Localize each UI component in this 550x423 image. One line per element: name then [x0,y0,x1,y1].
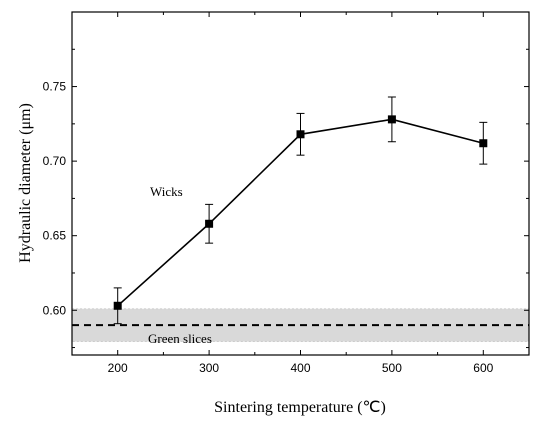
x-axis-title: Sintering temperature (℃) [214,399,386,416]
y-tick-label-0.60: 0.60 [43,303,67,317]
y-tick-label-0.75: 0.75 [43,80,67,94]
y-axis-title: Hydraulic diameter (μm) [17,103,34,263]
series-layer [113,96,488,325]
series-label-wicks: Wicks [150,184,183,199]
data-point [387,115,396,124]
x-tick-label-500: 500 [382,361,402,375]
x-tick-label-300: 300 [199,361,219,375]
x-tick-label-400: 400 [290,361,310,375]
reference-label-green-slices: Green slices [148,331,212,346]
data-point [113,301,122,310]
axis-ticks: 200 300 400 500 600 0.60 0.65 0.70 0.75 [43,12,529,375]
data-point [479,139,488,148]
data-point [296,130,305,139]
x-tick-label-200: 200 [108,361,128,375]
x-tick-label-600: 600 [473,361,493,375]
plot-frame [71,11,530,356]
data-point [205,219,214,228]
y-tick-label-0.65: 0.65 [43,229,67,243]
y-tick-label-0.70: 0.70 [43,154,67,168]
